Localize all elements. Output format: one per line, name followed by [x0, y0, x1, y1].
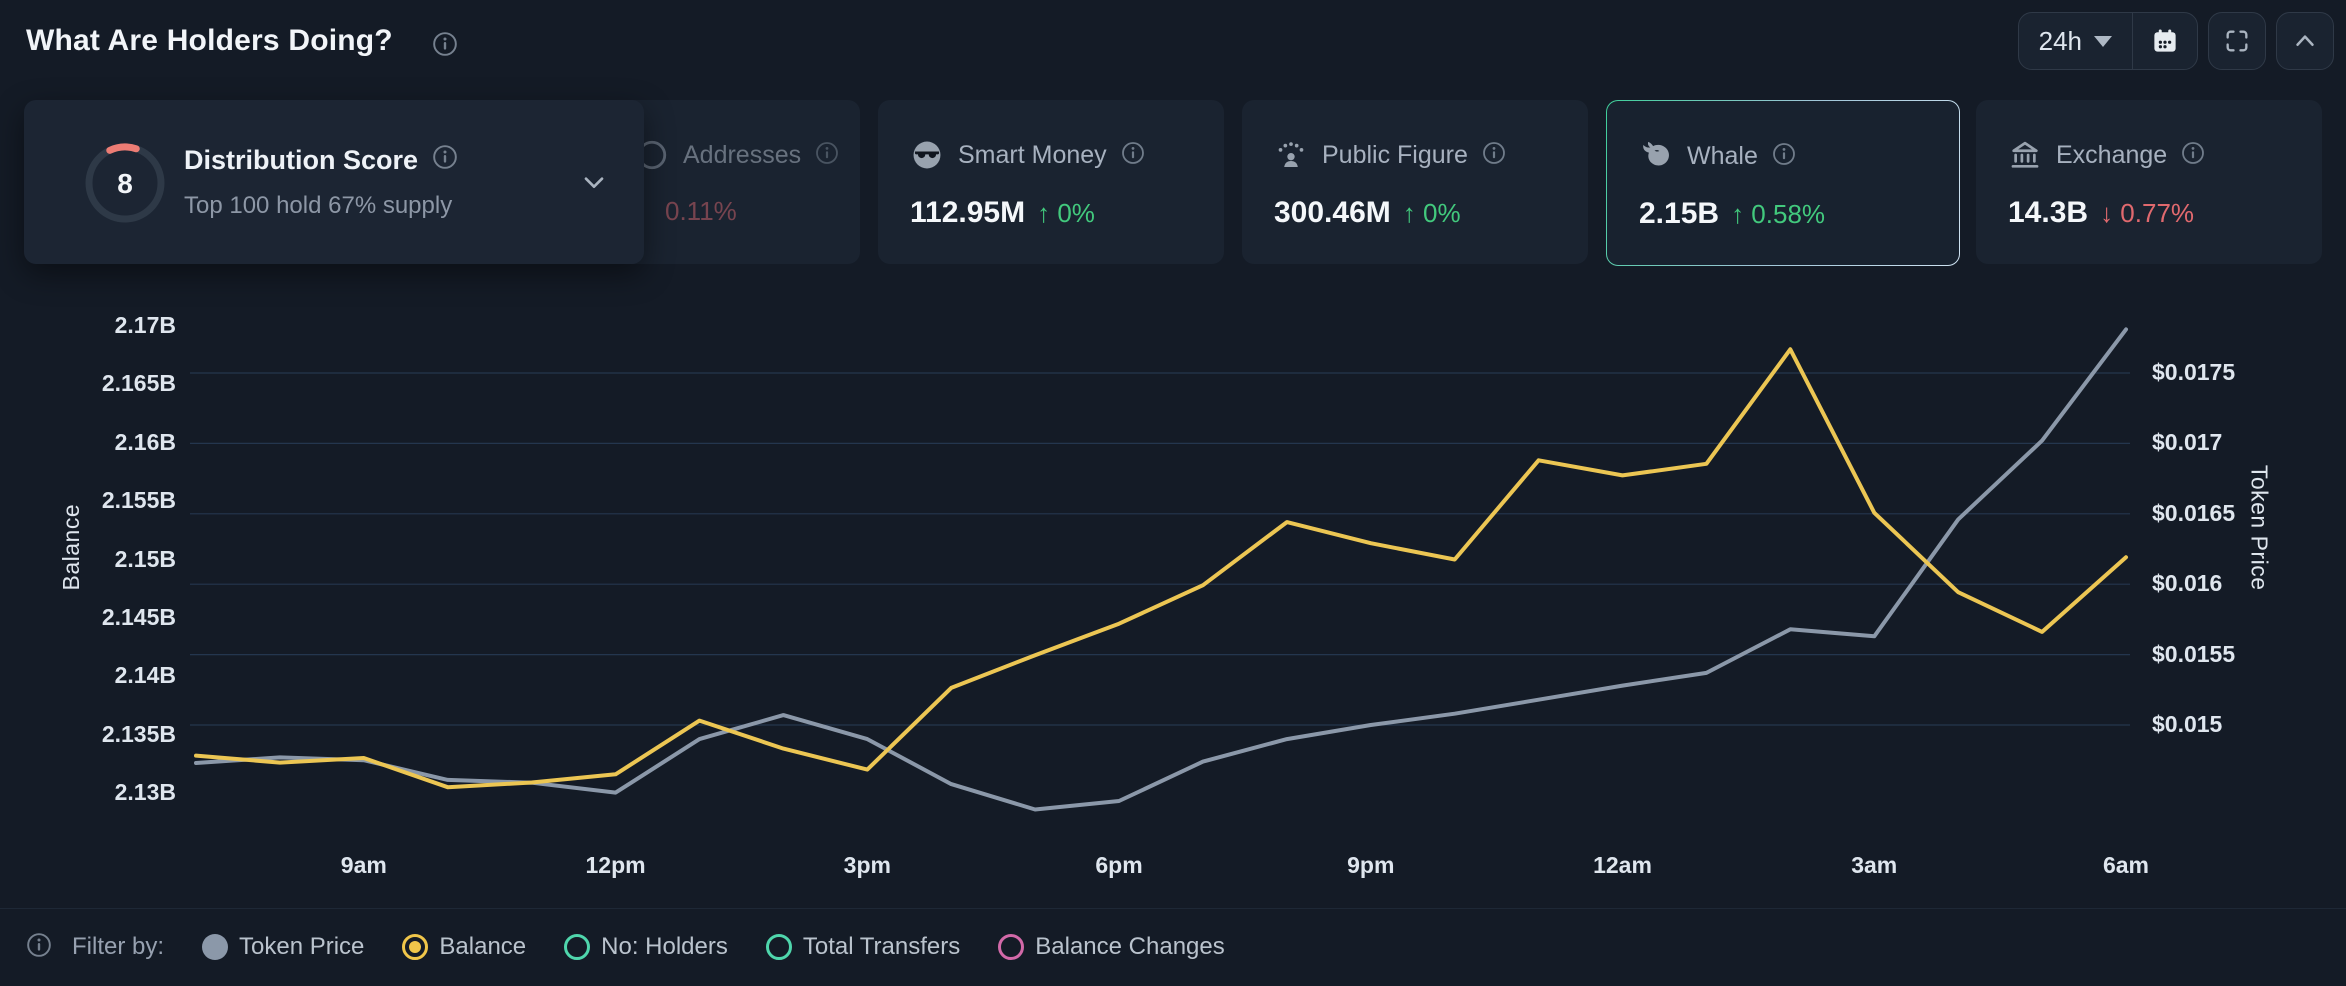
- info-icon[interactable]: [26, 932, 52, 963]
- right-axis-tick: $0.0165: [2152, 499, 2236, 526]
- filter-by-label: Filter by:: [72, 933, 165, 960]
- x-axis-tick: 12pm: [585, 852, 646, 878]
- whale-icon: [1643, 141, 1669, 166]
- card-title: Exchange: [2056, 140, 2168, 169]
- info-icon[interactable]: [1121, 141, 1145, 170]
- x-axis-tick: 3am: [1851, 852, 1898, 878]
- distribution-gauge: 8: [85, 143, 165, 223]
- x-axis-tick: 12am: [1593, 852, 1652, 878]
- timeframe-value: 24h: [2038, 25, 2082, 56]
- legend-item-token-price[interactable]: Token Price: [202, 933, 364, 961]
- header-controls: 24h: [2017, 12, 2334, 70]
- left-axis-tick: 2.17B: [114, 312, 176, 338]
- left-axis-tick: 2.14B: [114, 662, 176, 689]
- calendar-icon: [2154, 29, 2176, 52]
- info-icon[interactable]: [1482, 141, 1506, 170]
- card-change: ↓ 0.77%: [2100, 198, 2195, 228]
- right-axis-tick: $0.016: [2152, 570, 2223, 597]
- filter-bar: Filter by: Token Price Balance No: Holde…: [26, 922, 1225, 972]
- right-axis-tick: $0.0175: [2152, 359, 2236, 385]
- total-transfers-swatch: [765, 934, 792, 960]
- card-title: Addresses: [683, 140, 802, 169]
- fullscreen-button[interactable]: [2208, 12, 2266, 70]
- fullscreen-icon: [2226, 30, 2248, 52]
- series-token-price: [194, 327, 2128, 812]
- card-whale[interactable]: Whale 2.15B ↑ 0.58%: [1606, 100, 1960, 266]
- x-axis-tick: 6pm: [1095, 852, 1143, 878]
- card-title: Distribution Score: [184, 145, 419, 175]
- card-title: Smart Money: [958, 140, 1107, 169]
- divider: [2132, 13, 2133, 69]
- card-value: 2.15B: [1639, 197, 1720, 230]
- public-figure-icon: [1278, 142, 1304, 168]
- legend-item-balance[interactable]: Balance: [402, 933, 526, 961]
- card-value: 14.3B: [2008, 196, 2089, 229]
- left-axis-tick: 2.15B: [114, 545, 176, 572]
- x-axis-tick: 6am: [2102, 852, 2150, 878]
- card-distribution-score[interactable]: 8 Distribution Score Top 100 hold 67% su…: [24, 100, 644, 264]
- no-holders-swatch: [564, 934, 591, 960]
- timeframe-dropdown[interactable]: 24h: [2019, 13, 2132, 69]
- right-axis-title: Token Price: [2246, 464, 2273, 591]
- card-title: Whale: [1687, 141, 1758, 170]
- right-axis-tick: $0.0155: [2152, 640, 2236, 667]
- card-change: ↑ 0%: [1402, 198, 1461, 228]
- series-balance: [194, 347, 2128, 790]
- left-axis-tick: 2.13B: [114, 779, 176, 805]
- x-axis-tick: 9am: [340, 852, 387, 878]
- token-price-swatch: [202, 934, 229, 960]
- legend-item-total-transfers[interactable]: Total Transfers: [765, 933, 960, 961]
- left-axis-tick: 2.16B: [114, 428, 176, 455]
- card-change: ↑ 0.58%: [1731, 199, 1826, 229]
- left-axis-tick: 2.135B: [101, 720, 176, 747]
- left-axis-tick: 2.155B: [101, 487, 176, 514]
- card-exchange[interactable]: Exchange 14.3B ↓ 0.77%: [1976, 100, 2322, 264]
- page-title: What Are Holders Doing?: [26, 24, 393, 57]
- timeframe-group: 24h: [2017, 12, 2198, 70]
- left-axis-tick: 2.165B: [101, 370, 176, 397]
- calendar-button[interactable]: [2133, 13, 2197, 69]
- legend-item-balance-changes[interactable]: Balance Changes: [998, 933, 1225, 961]
- divider: [0, 908, 2346, 909]
- x-axis-tick: 3pm: [843, 852, 891, 878]
- info-icon[interactable]: [2181, 141, 2205, 170]
- balance-changes-swatch: [998, 934, 1025, 960]
- chevron-down-icon: [2094, 35, 2112, 47]
- card-title: Public Figure: [1322, 140, 1468, 169]
- card-public-figure[interactable]: Public Figure 300.46M ↑ 0%: [1242, 100, 1588, 264]
- legend-item-no-holders[interactable]: No: Holders: [564, 933, 728, 961]
- card-change: 0.11%: [665, 196, 737, 226]
- info-icon[interactable]: [815, 141, 839, 170]
- left-axis-tick: 2.145B: [101, 603, 176, 630]
- info-icon[interactable]: [432, 144, 458, 177]
- card-smart-money[interactable]: Smart Money 112.95M ↑ 0%: [878, 100, 1224, 264]
- chevron-up-icon: [2296, 35, 2314, 46]
- card-change: ↑ 0%: [1037, 198, 1095, 228]
- card-value: 300.46M: [1274, 196, 1391, 229]
- collapse-button[interactable]: [2276, 12, 2334, 70]
- x-axis-tick: 9pm: [1347, 852, 1395, 878]
- exchange-icon: [2011, 141, 2039, 168]
- card-value: 112.95M: [910, 196, 1026, 229]
- info-icon[interactable]: [1772, 142, 1796, 171]
- title-info-icon[interactable]: [432, 31, 458, 62]
- right-axis-tick: $0.015: [2152, 711, 2223, 737]
- right-axis-tick: $0.017: [2152, 429, 2223, 456]
- smart-money-icon: [913, 141, 941, 169]
- left-axis-title: Balance: [57, 503, 84, 591]
- distribution-score-value: 8: [117, 168, 133, 199]
- chevron-down-icon[interactable]: [578, 166, 610, 203]
- balance-swatch: [402, 934, 429, 960]
- distribution-subtitle: Top 100 hold 67% supply: [184, 192, 453, 219]
